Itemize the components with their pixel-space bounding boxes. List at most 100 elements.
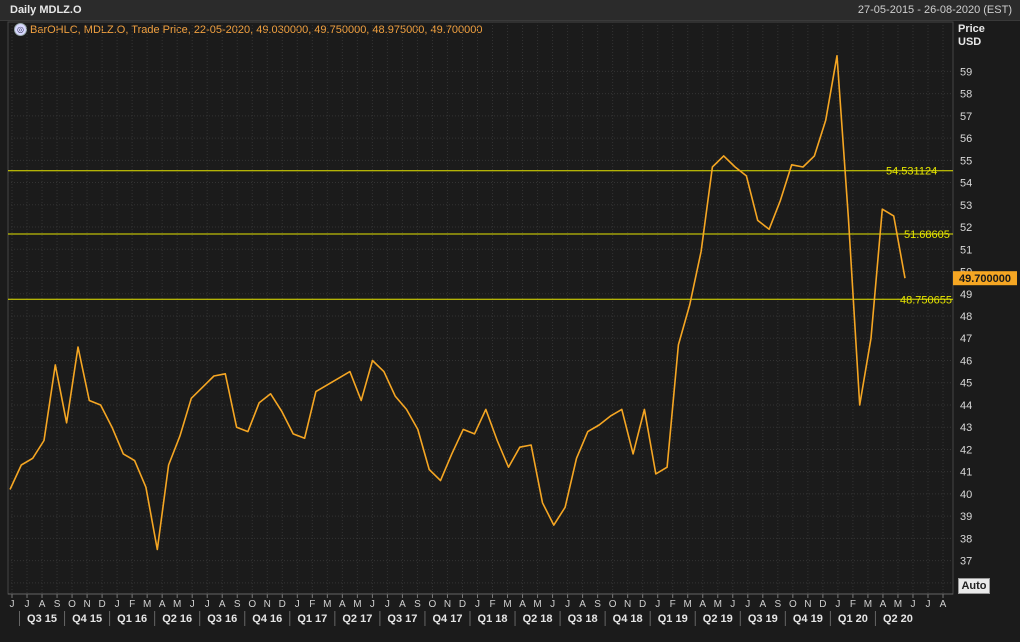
quarter-label: Q3 15 [27,613,57,625]
y-tick-label: 49 [960,289,972,301]
month-label: A [579,599,586,610]
quarter-label: Q4 17 [432,613,462,625]
month-label: J [370,599,375,610]
month-label: S [414,599,421,610]
legend-text: BarOHLC, MDLZ.O, Trade Price, 22-05-2020… [30,23,483,36]
month-label: D [98,599,105,610]
date-range: 27-05-2015 - 26-08-2020 (EST) [857,4,1012,16]
month-label: J [25,599,30,610]
month-label: A [880,599,887,610]
quarter-label: Q1 20 [838,613,868,625]
month-label: M [864,599,872,610]
month-label: S [594,599,601,610]
y-tick-label: 55 [960,155,972,167]
month-label: D [459,599,466,610]
y-tick-label: 52 [960,222,972,234]
globe-icon[interactable]: ◎ [14,23,27,36]
quarter-label: Q1 18 [478,613,508,625]
month-label: M [894,599,902,610]
grid [7,21,954,595]
month-label: A [39,599,46,610]
chart-title: Daily MDLZ.O [10,4,82,16]
month-label: J [925,599,930,610]
level-label: 48.750655 [900,294,952,306]
quarter-label: Q2 20 [883,613,913,625]
last-price-label: 49.700000 [959,273,1011,285]
month-label: J [730,599,735,610]
month-label: M [684,599,692,610]
quarter-label: Q3 16 [207,613,237,625]
auto-scale-button[interactable]: Auto [958,578,990,594]
month-label: J [10,599,15,610]
last-price-marker: 49.700000 [953,271,1017,286]
month-label: O [248,599,256,610]
y-tick-label: 40 [960,489,972,501]
y-tick-label: 51 [960,244,972,256]
month-label: J [745,599,750,610]
month-label: J [205,599,210,610]
month-label: A [699,599,706,610]
y-tick-label: 37 [960,556,972,568]
month-label: J [835,599,840,610]
quarter-label: Q4 19 [793,613,823,625]
month-label: J [550,599,555,610]
price-line [9,55,906,551]
month-label: A [219,599,226,610]
month-label: S [234,599,241,610]
month-label: F [850,599,856,610]
quarter-label: Q2 18 [523,613,553,625]
month-label: M [143,599,151,610]
quarter-label: Q1 17 [297,613,327,625]
quarter-label: Q2 16 [162,613,192,625]
month-label: J [910,599,915,610]
month-label: D [819,599,826,610]
month-label: J [295,599,300,610]
price-axis-title: Price USD [958,23,985,49]
month-label: O [789,599,797,610]
y-tick-label: 48 [960,311,972,323]
quarter-label: Q4 16 [252,613,282,625]
quarter-label: Q1 19 [658,613,688,625]
y-tick-label: 43 [960,422,972,434]
month-label: M [323,599,331,610]
y-tick-label: 41 [960,467,972,479]
y-tick-label: 53 [960,200,972,212]
title-bar: Daily MDLZ.O 27-05-2015 - 26-08-2020 (ES… [0,0,1020,21]
month-label: O [609,599,617,610]
month-label: N [264,599,271,610]
quarter-label: Q4 18 [613,613,643,625]
quarter-label: Q3 18 [568,613,598,625]
month-label: A [940,599,947,610]
month-label: M [353,599,361,610]
y-tick-label: 45 [960,378,972,390]
month-label: A [759,599,766,610]
month-label: F [309,599,315,610]
y-tick-label: 38 [960,533,972,545]
y-tick-label: 46 [960,355,972,367]
quarter-label: Q2 17 [342,613,372,625]
price-label: Price [958,23,985,35]
level-lines: 54.531124 51.68605 48.750655 [8,166,953,306]
month-label: D [639,599,646,610]
month-label: J [190,599,195,610]
month-label: J [475,599,480,610]
month-label: J [115,599,120,610]
month-label: N [624,599,631,610]
y-tick-label: 47 [960,333,972,345]
currency-label: USD [958,36,982,48]
month-label: N [804,599,811,610]
month-label: O [429,599,437,610]
month-label: A [399,599,406,610]
month-label: N [83,599,90,610]
y-tick-label: 44 [960,400,972,412]
month-label: J [565,599,570,610]
month-label: S [774,599,781,610]
month-label: A [339,599,346,610]
quarter-label: Q3 17 [387,613,417,625]
series-legend[interactable]: ◎ BarOHLC, MDLZ.O, Trade Price, 22-05-20… [14,23,483,36]
y-tick-label: 57 [960,111,972,123]
month-label: F [129,599,135,610]
month-label: M [503,599,511,610]
